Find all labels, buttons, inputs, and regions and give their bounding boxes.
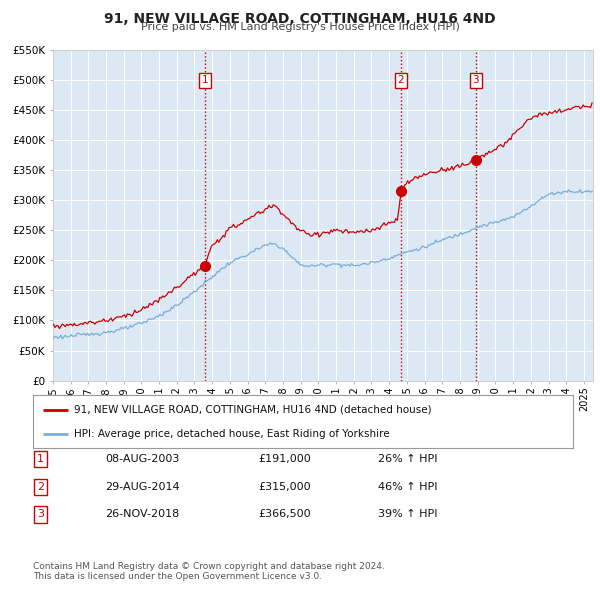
Text: 2: 2 [37,482,44,491]
Text: 2: 2 [398,75,404,85]
Text: This data is licensed under the Open Government Licence v3.0.: This data is licensed under the Open Gov… [33,572,322,581]
Text: 46% ↑ HPI: 46% ↑ HPI [378,482,437,491]
Text: 3: 3 [473,75,479,85]
Text: 91, NEW VILLAGE ROAD, COTTINGHAM, HU16 4ND: 91, NEW VILLAGE ROAD, COTTINGHAM, HU16 4… [104,12,496,26]
Text: £315,000: £315,000 [258,482,311,491]
Text: 29-AUG-2014: 29-AUG-2014 [105,482,179,491]
Text: 91, NEW VILLAGE ROAD, COTTINGHAM, HU16 4ND (detached house): 91, NEW VILLAGE ROAD, COTTINGHAM, HU16 4… [74,405,431,415]
Text: 08-AUG-2003: 08-AUG-2003 [105,454,179,464]
Text: HPI: Average price, detached house, East Riding of Yorkshire: HPI: Average price, detached house, East… [74,429,389,439]
Text: £191,000: £191,000 [258,454,311,464]
Text: 26% ↑ HPI: 26% ↑ HPI [378,454,437,464]
Text: Price paid vs. HM Land Registry's House Price Index (HPI): Price paid vs. HM Land Registry's House … [140,22,460,32]
Text: 26-NOV-2018: 26-NOV-2018 [105,510,179,519]
Text: 1: 1 [202,75,208,85]
Text: £366,500: £366,500 [258,510,311,519]
Text: 3: 3 [37,510,44,519]
Text: 1: 1 [37,454,44,464]
Text: 39% ↑ HPI: 39% ↑ HPI [378,510,437,519]
Text: Contains HM Land Registry data © Crown copyright and database right 2024.: Contains HM Land Registry data © Crown c… [33,562,385,571]
